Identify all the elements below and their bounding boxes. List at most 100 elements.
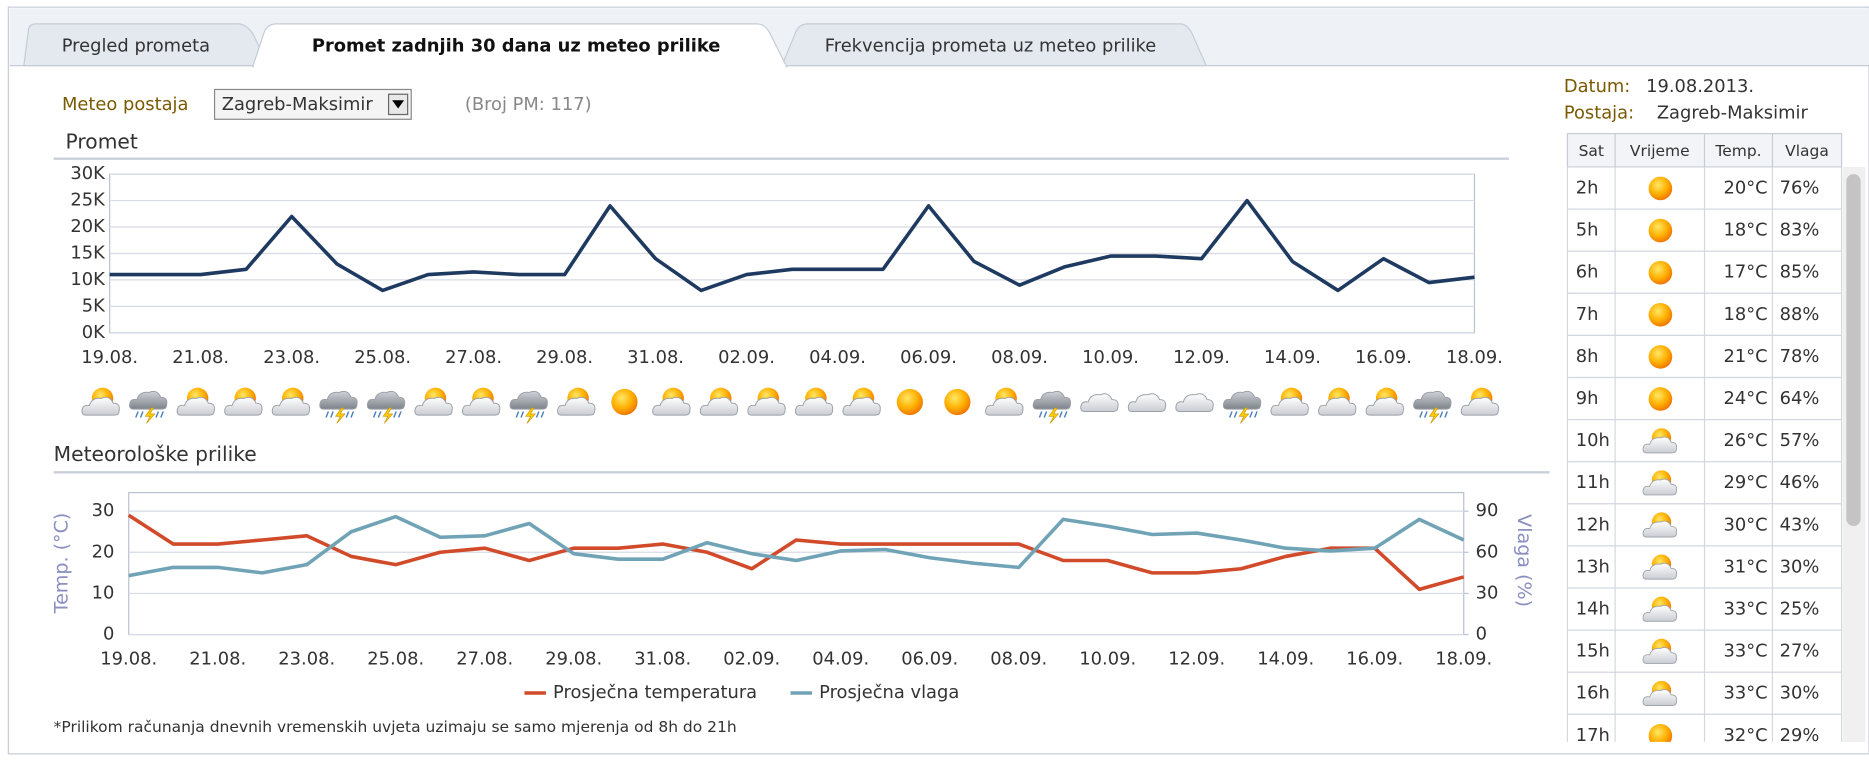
weather-icon bbox=[1270, 387, 1309, 416]
table-icon-cell bbox=[1648, 724, 1673, 742]
x-tick-label: 18.09. bbox=[1435, 649, 1492, 670]
station-label: Postaja: bbox=[1564, 102, 1634, 123]
weather-icon bbox=[1222, 390, 1262, 424]
table-cell: 88% bbox=[1780, 304, 1820, 325]
legend-label: Prosječna vlaga bbox=[819, 682, 959, 703]
station-select-value[interactable]: Zagreb-Maksimir bbox=[222, 94, 374, 115]
x-tick-label: 19.08. bbox=[100, 649, 157, 670]
x-tick-label: 29.08. bbox=[536, 347, 593, 368]
table-cell: 33°C bbox=[1724, 683, 1768, 704]
icon-cloud bbox=[1642, 647, 1678, 664]
icon-rain bbox=[1038, 411, 1068, 418]
table-cell: 33°C bbox=[1724, 599, 1768, 620]
table-cell: 25% bbox=[1780, 599, 1820, 620]
icon-cloud bbox=[842, 396, 881, 416]
table-cell: 30% bbox=[1780, 556, 1820, 577]
weather-icon bbox=[1648, 345, 1673, 369]
table-header-cell: Temp. bbox=[1714, 142, 1761, 160]
icon-sun bbox=[1648, 387, 1673, 411]
station-label: Meteo postaja bbox=[62, 94, 188, 115]
icon-cloud bbox=[747, 396, 786, 416]
icon-cloud bbox=[224, 396, 263, 416]
y-tick-label: 30K bbox=[70, 163, 106, 184]
scrollbar-thumb[interactable] bbox=[1846, 174, 1861, 527]
weather-icon bbox=[1648, 176, 1673, 201]
weather-icon bbox=[944, 388, 971, 416]
table-cell: 13h bbox=[1576, 556, 1610, 577]
icon-cloud bbox=[319, 390, 358, 410]
icon-cloud bbox=[81, 396, 120, 416]
table-cell: 17°C bbox=[1724, 262, 1768, 283]
table-cell: 14h bbox=[1576, 599, 1610, 620]
tab-label[interactable]: Promet zadnjih 30 dana uz meteo prilike bbox=[312, 36, 721, 57]
table-cell: 6h bbox=[1576, 262, 1599, 283]
icon-cloud bbox=[985, 396, 1024, 416]
table-cell: 30°C bbox=[1724, 514, 1768, 535]
icon-bolt bbox=[1428, 407, 1440, 424]
icon-sun bbox=[611, 388, 638, 416]
weather-icon bbox=[1032, 390, 1072, 424]
icon-rain bbox=[135, 411, 164, 418]
icon-cloud bbox=[1642, 436, 1678, 454]
weather-icon bbox=[509, 390, 548, 424]
legend-label: Prosječna temperatura bbox=[553, 682, 757, 703]
icon-rain bbox=[1228, 411, 1258, 418]
weather-icon bbox=[1648, 260, 1673, 285]
x-tick-label: 06.09. bbox=[900, 347, 957, 368]
select-arrow-icon bbox=[392, 100, 405, 109]
table-icon-cell bbox=[1642, 638, 1678, 664]
icon-cloud bbox=[1222, 390, 1262, 410]
table-cell: 16h bbox=[1576, 683, 1610, 704]
tab-active-join bbox=[253, 64, 786, 68]
table-cell: 76% bbox=[1780, 177, 1820, 198]
tab[interactable] bbox=[23, 23, 270, 67]
weather-icon bbox=[747, 387, 786, 416]
table-icon-cell bbox=[1642, 512, 1678, 538]
station-select[interactable] bbox=[213, 88, 412, 120]
weather-icon bbox=[1642, 596, 1678, 622]
table-cell: 7h bbox=[1576, 304, 1599, 325]
weather-icon bbox=[699, 387, 739, 416]
x-tick-label: 10.09. bbox=[1079, 649, 1136, 670]
x-tick-label: 16.09. bbox=[1355, 347, 1412, 368]
icon-bolt bbox=[382, 407, 394, 424]
x-tick-label: 21.08. bbox=[172, 347, 229, 368]
y-tick-label: 20K bbox=[70, 216, 106, 237]
table-cell: 17h bbox=[1576, 725, 1610, 746]
table-cell: 43% bbox=[1780, 514, 1820, 535]
icon-cloud bbox=[1270, 396, 1309, 416]
weather-icon bbox=[1642, 680, 1678, 706]
icon-cloud bbox=[1365, 396, 1404, 416]
table-header-cell: Vrijeme bbox=[1630, 142, 1690, 160]
y2-tick-label: 60 bbox=[1476, 541, 1499, 562]
y-tick-label: 0 bbox=[103, 624, 114, 645]
table-cell: 31°C bbox=[1724, 556, 1768, 577]
weather-icon bbox=[462, 387, 501, 416]
tab-active[interactable] bbox=[251, 23, 788, 68]
icon-bolt bbox=[144, 407, 156, 424]
tab[interactable] bbox=[781, 23, 1208, 67]
x-tick-label: 10.09. bbox=[1082, 347, 1139, 368]
x-tick-label: 14.09. bbox=[1257, 649, 1314, 670]
table-icon-cell bbox=[1648, 302, 1673, 327]
table-cell: 18°C bbox=[1724, 220, 1768, 241]
tab-label[interactable]: Frekvencija prometa uz meteo prilike bbox=[825, 36, 1157, 57]
icon-cloud bbox=[1460, 396, 1500, 416]
icon-cloud bbox=[1642, 604, 1678, 622]
weather-icon bbox=[557, 387, 596, 416]
weather-icon bbox=[896, 388, 923, 416]
icon-cloud bbox=[1642, 689, 1678, 706]
table-icon-cell bbox=[1642, 470, 1678, 496]
icon-sun bbox=[1648, 724, 1673, 742]
table-icon-cell bbox=[1642, 428, 1678, 454]
table-icon-cell bbox=[1648, 387, 1673, 411]
weather-icon bbox=[1365, 387, 1404, 416]
date-value: 19.08.2013. bbox=[1646, 76, 1754, 97]
x-tick-label: 12.09. bbox=[1173, 347, 1230, 368]
table-icon-cell bbox=[1642, 680, 1678, 706]
weather-icon bbox=[176, 387, 215, 416]
icon-bolt bbox=[334, 407, 346, 424]
icon-cloud bbox=[1318, 396, 1357, 416]
tab-label[interactable]: Pregled prometa bbox=[62, 36, 210, 57]
table-cell: 29°C bbox=[1724, 472, 1768, 493]
